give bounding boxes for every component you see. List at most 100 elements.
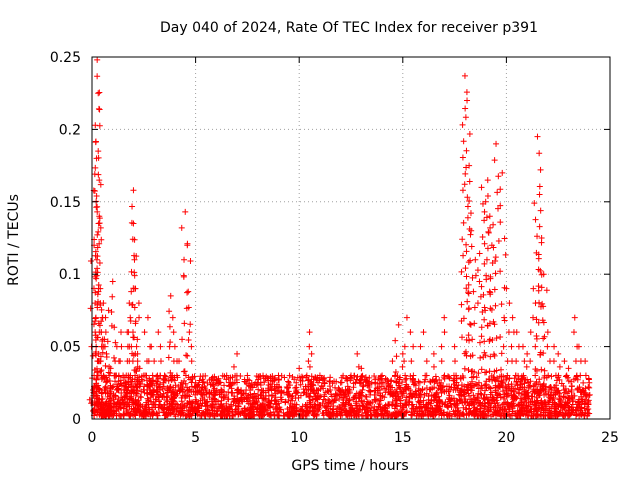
data-point (476, 250, 483, 257)
data-point (367, 400, 374, 407)
data-point (350, 407, 357, 414)
data-point (545, 372, 552, 379)
data-point (277, 406, 284, 413)
data-point (497, 333, 504, 340)
data-point (551, 408, 558, 415)
data-point (261, 396, 268, 403)
data-point (166, 308, 173, 315)
data-point (174, 401, 181, 408)
data-point (102, 384, 109, 391)
data-point (471, 304, 478, 311)
data-point (484, 245, 491, 252)
data-point (136, 408, 143, 415)
data-point (129, 376, 136, 383)
data-point (470, 392, 477, 399)
data-point (396, 384, 403, 391)
data-point (496, 383, 503, 390)
data-point (401, 401, 408, 408)
data-point (546, 409, 553, 416)
data-point (156, 401, 163, 408)
data-point (336, 391, 343, 398)
data-point (564, 390, 571, 397)
data-point (184, 384, 191, 391)
data-point (189, 408, 196, 415)
data-point (111, 354, 118, 361)
data-point (401, 358, 408, 365)
data-point (523, 402, 530, 409)
data-point (487, 404, 494, 411)
data-points (86, 56, 593, 420)
data-point (310, 408, 317, 415)
data-point (311, 407, 318, 414)
data-point (133, 253, 140, 260)
data-point (541, 367, 548, 374)
data-point (180, 273, 187, 280)
data-point (323, 403, 330, 410)
data-point (494, 411, 501, 418)
data-point (576, 401, 583, 408)
data-point (540, 383, 547, 390)
data-point (130, 352, 137, 359)
data-point (487, 273, 494, 280)
data-point (399, 388, 406, 395)
data-point (184, 352, 191, 359)
data-point (530, 314, 537, 321)
data-point (144, 314, 151, 321)
data-point (293, 379, 300, 386)
data-point (394, 411, 401, 418)
data-point (309, 387, 316, 394)
data-point (410, 343, 417, 350)
data-point (461, 72, 468, 79)
data-point (144, 358, 151, 365)
data-point (371, 372, 378, 379)
data-point (553, 382, 560, 389)
data-point (262, 406, 269, 413)
data-point (488, 306, 495, 313)
data-point (461, 399, 468, 406)
data-point (517, 401, 524, 408)
data-point (265, 387, 272, 394)
data-point (389, 411, 396, 418)
data-point (489, 377, 496, 384)
data-point (169, 406, 176, 413)
data-point (314, 377, 321, 384)
data-point (550, 395, 557, 402)
data-point (96, 122, 103, 129)
data-point (117, 358, 124, 365)
data-point (275, 412, 282, 419)
data-point (93, 256, 100, 263)
data-point (539, 383, 546, 390)
data-point (97, 224, 104, 231)
data-point (179, 336, 186, 343)
data-point (94, 231, 101, 238)
data-point (319, 376, 326, 383)
data-point (461, 389, 468, 396)
data-point (482, 352, 489, 359)
data-point (131, 236, 138, 243)
data-point (95, 282, 102, 289)
data-point (505, 406, 512, 413)
data-point (492, 270, 499, 277)
data-point (225, 408, 232, 415)
data-point (223, 405, 230, 412)
data-point (423, 406, 430, 412)
data-point (191, 404, 198, 411)
data-point (142, 372, 149, 379)
data-point (187, 258, 194, 265)
chart-title: Day 040 of 2024, Rate Of TEC Index for r… (160, 20, 538, 36)
data-point (482, 387, 489, 394)
data-point (171, 343, 178, 350)
data-point (460, 315, 467, 322)
data-point (327, 387, 334, 394)
data-point (303, 372, 310, 379)
data-point (462, 105, 469, 112)
data-point (515, 386, 522, 393)
data-point (360, 412, 367, 419)
grid-lines (92, 57, 610, 419)
data-point (478, 324, 485, 331)
data-point (133, 400, 140, 407)
data-point (532, 343, 539, 350)
data-point (430, 363, 437, 370)
data-point (160, 383, 167, 390)
data-point (138, 394, 145, 401)
